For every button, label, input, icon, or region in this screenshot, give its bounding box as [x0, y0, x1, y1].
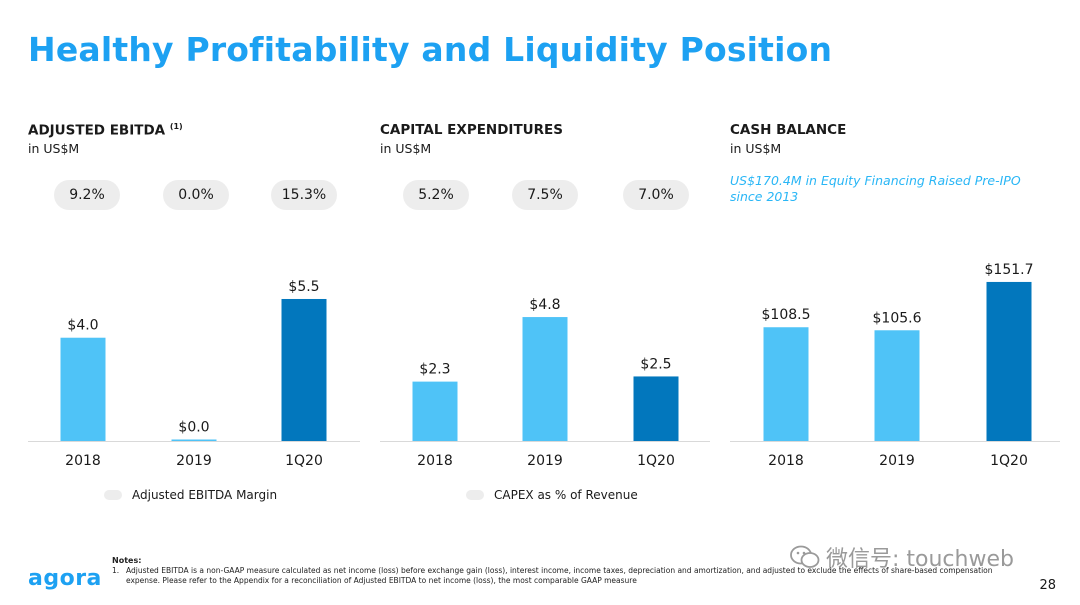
data-label: $5.5	[288, 279, 319, 295]
capex-ratio-pill: 5.2%	[403, 180, 469, 210]
bar	[281, 298, 327, 441]
x-tick-label: 2019	[176, 453, 212, 469]
cash-balance-panel: CASH BALANCE in US$M US$170.4M in Equity…	[730, 120, 1070, 520]
footnote-number: 1.	[112, 566, 120, 575]
margin-pill: 15.3%	[271, 180, 337, 210]
legend-swatch	[466, 490, 484, 500]
data-label: $105.6	[873, 310, 922, 326]
legend-label: CAPEX as % of Revenue	[494, 488, 638, 502]
bar	[412, 381, 458, 441]
capex-ratio-pill: 7.5%	[512, 180, 578, 210]
legend-label: Adjusted EBITDA Margin	[132, 488, 278, 502]
ebitda-bar-chart: $4.0 2018 $0.0 2019 $5.5 1Q20	[28, 279, 360, 469]
cash-bar-chart: $108.5 2018 $105.6 2019 $151.7 1Q20	[730, 262, 1060, 469]
legend-swatch	[104, 490, 122, 500]
panel-title-text: CASH BALANCE	[730, 122, 847, 138]
capex-ratio-pill: 7.0%	[623, 180, 689, 210]
panel-title: CASH BALANCE	[730, 122, 846, 138]
panel-unit: in US$M	[730, 141, 782, 156]
data-label: $2.3	[419, 362, 450, 378]
watermark-text: 微信号: touchweb	[826, 547, 1014, 572]
wechat-watermark: 微信号: touchweb	[790, 541, 1014, 573]
footnote-text: Adjusted EBITDA is a non-GAAP measure ca…	[126, 566, 993, 585]
panel-title-text: ADJUSTED EBITDA	[28, 122, 166, 139]
ebitda-margin-legend: Adjusted EBITDA Margin	[104, 488, 277, 502]
bar	[874, 330, 920, 441]
page-number: 28	[1039, 578, 1056, 593]
panel-unit: in US$M	[380, 141, 432, 156]
bar	[633, 376, 679, 441]
data-label: $0.0	[178, 420, 209, 436]
x-tick-label: 1Q20	[285, 453, 323, 469]
data-label: $151.7	[985, 262, 1034, 278]
x-tick-label: 1Q20	[637, 453, 675, 469]
adjusted-ebitda-panel: ADJUSTED EBITDA (1) in US$M 9.2% 0.0% 15…	[28, 120, 368, 520]
capex-panel: CAPITAL EXPENDITURES in US$M 5.2% 7.5% 7…	[380, 120, 720, 520]
footnotes: Notes: 1. Adjusted EBITDA is a non-GAAP …	[112, 556, 1012, 586]
x-tick-label: 2018	[768, 453, 804, 469]
x-tick-label: 2018	[65, 453, 101, 469]
footnote-item: 1. Adjusted EBITDA is a non-GAAP measure…	[112, 566, 1012, 586]
panel-unit: in US$M	[28, 141, 80, 156]
equity-financing-annotation: US$170.4M in Equity Financing Raised Pre…	[730, 173, 1021, 204]
data-label: $4.8	[529, 297, 560, 313]
agora-logo: agora	[28, 566, 102, 591]
panel-title: CAPITAL EXPENDITURES	[380, 122, 563, 138]
notes-heading: Notes:	[112, 556, 142, 565]
bar	[763, 327, 809, 441]
capex-bar-chart: $2.3 2018 $4.8 2019 $2.5 1Q20	[380, 297, 710, 469]
bar	[171, 439, 217, 441]
data-label: $4.0	[67, 318, 98, 334]
x-tick-label: 2019	[879, 453, 915, 469]
data-label: $2.5	[640, 356, 671, 372]
x-tick-label: 2018	[417, 453, 453, 469]
bar	[522, 317, 568, 441]
bar	[986, 281, 1032, 441]
data-label: $108.5	[762, 307, 811, 323]
panel-title-text: CAPITAL EXPENDITURES	[380, 122, 563, 138]
margin-pill: 9.2%	[54, 180, 120, 210]
capex-ratio-legend: CAPEX as % of Revenue	[466, 488, 638, 502]
footnote-marker: (1)	[169, 122, 183, 131]
slide-title: Healthy Profitability and Liquidity Posi…	[28, 30, 833, 69]
bar	[60, 337, 106, 441]
x-tick-label: 2019	[527, 453, 563, 469]
panel-title: ADJUSTED EBITDA (1)	[28, 122, 183, 139]
wechat-icon	[790, 545, 820, 568]
margin-pill: 0.0%	[163, 180, 229, 210]
x-tick-label: 1Q20	[990, 453, 1028, 469]
